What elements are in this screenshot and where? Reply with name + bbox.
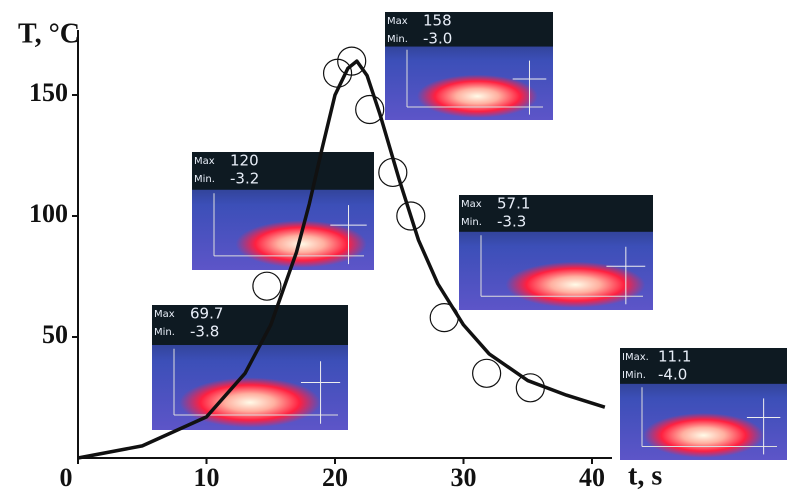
data-point <box>378 157 408 188</box>
x-tick-label: 40 <box>579 463 605 492</box>
x-tick-label: 10 <box>194 463 220 492</box>
inset-min-label: IMin. <box>622 370 646 381</box>
data-point <box>472 358 502 388</box>
inset-max: 69.7 <box>190 305 223 323</box>
inset-min: -3.8 <box>190 323 219 341</box>
y-tick-label: 150 <box>29 78 68 107</box>
inset-max-label: Max <box>461 199 482 210</box>
inset-hotspot <box>505 261 646 308</box>
data-point <box>396 201 426 231</box>
inset-max: 57.1 <box>497 195 530 213</box>
inset-min: -3.0 <box>423 30 452 48</box>
data-point <box>515 373 545 403</box>
data-point <box>252 271 282 301</box>
fit-curve <box>77 59 606 460</box>
inset-header <box>620 348 787 384</box>
inset-hotspot <box>416 74 538 118</box>
x-tick-label: 0 <box>60 463 73 492</box>
x-tick-label: 30 <box>451 463 477 492</box>
inset-header <box>192 152 374 190</box>
data-point <box>355 94 385 125</box>
inset-min-label: Min. <box>461 217 482 228</box>
inset-min-label: Min. <box>154 327 175 338</box>
inset-header <box>152 305 348 345</box>
x-tick-label: 20 <box>322 463 348 492</box>
inset-header <box>459 195 653 232</box>
inset-min: -4.0 <box>658 366 687 384</box>
data-point <box>429 303 459 333</box>
inset-max: 11.1 <box>658 348 691 366</box>
inset-hotspot <box>235 220 367 268</box>
inset-max-label: Max <box>154 309 175 320</box>
y-tick-label: 50 <box>42 320 68 349</box>
inset-max-label: Max <box>194 156 215 167</box>
inset-max-label: IMax. <box>622 352 649 363</box>
inset-min-label: Min. <box>194 174 215 185</box>
inset-header <box>385 12 553 47</box>
thermal-insets: Max 69.7 Min. -3.8 Max 120 Min. -3.2 Max 158 Min. -… <box>152 12 787 460</box>
y-tick-label: 100 <box>29 199 68 228</box>
inset-min: -3.2 <box>230 170 259 188</box>
inset-hotspot <box>643 412 764 458</box>
inset-max: 158 <box>423 12 452 30</box>
inset-max-label: Max <box>387 16 408 27</box>
inset-min-label: Min. <box>387 34 408 45</box>
x-axis-label: t, s <box>628 460 662 491</box>
inset-max: 120 <box>230 152 259 170</box>
data-point <box>337 46 367 76</box>
inset-min: -3.3 <box>497 213 526 231</box>
y-axis-label: T, °C <box>18 18 80 49</box>
